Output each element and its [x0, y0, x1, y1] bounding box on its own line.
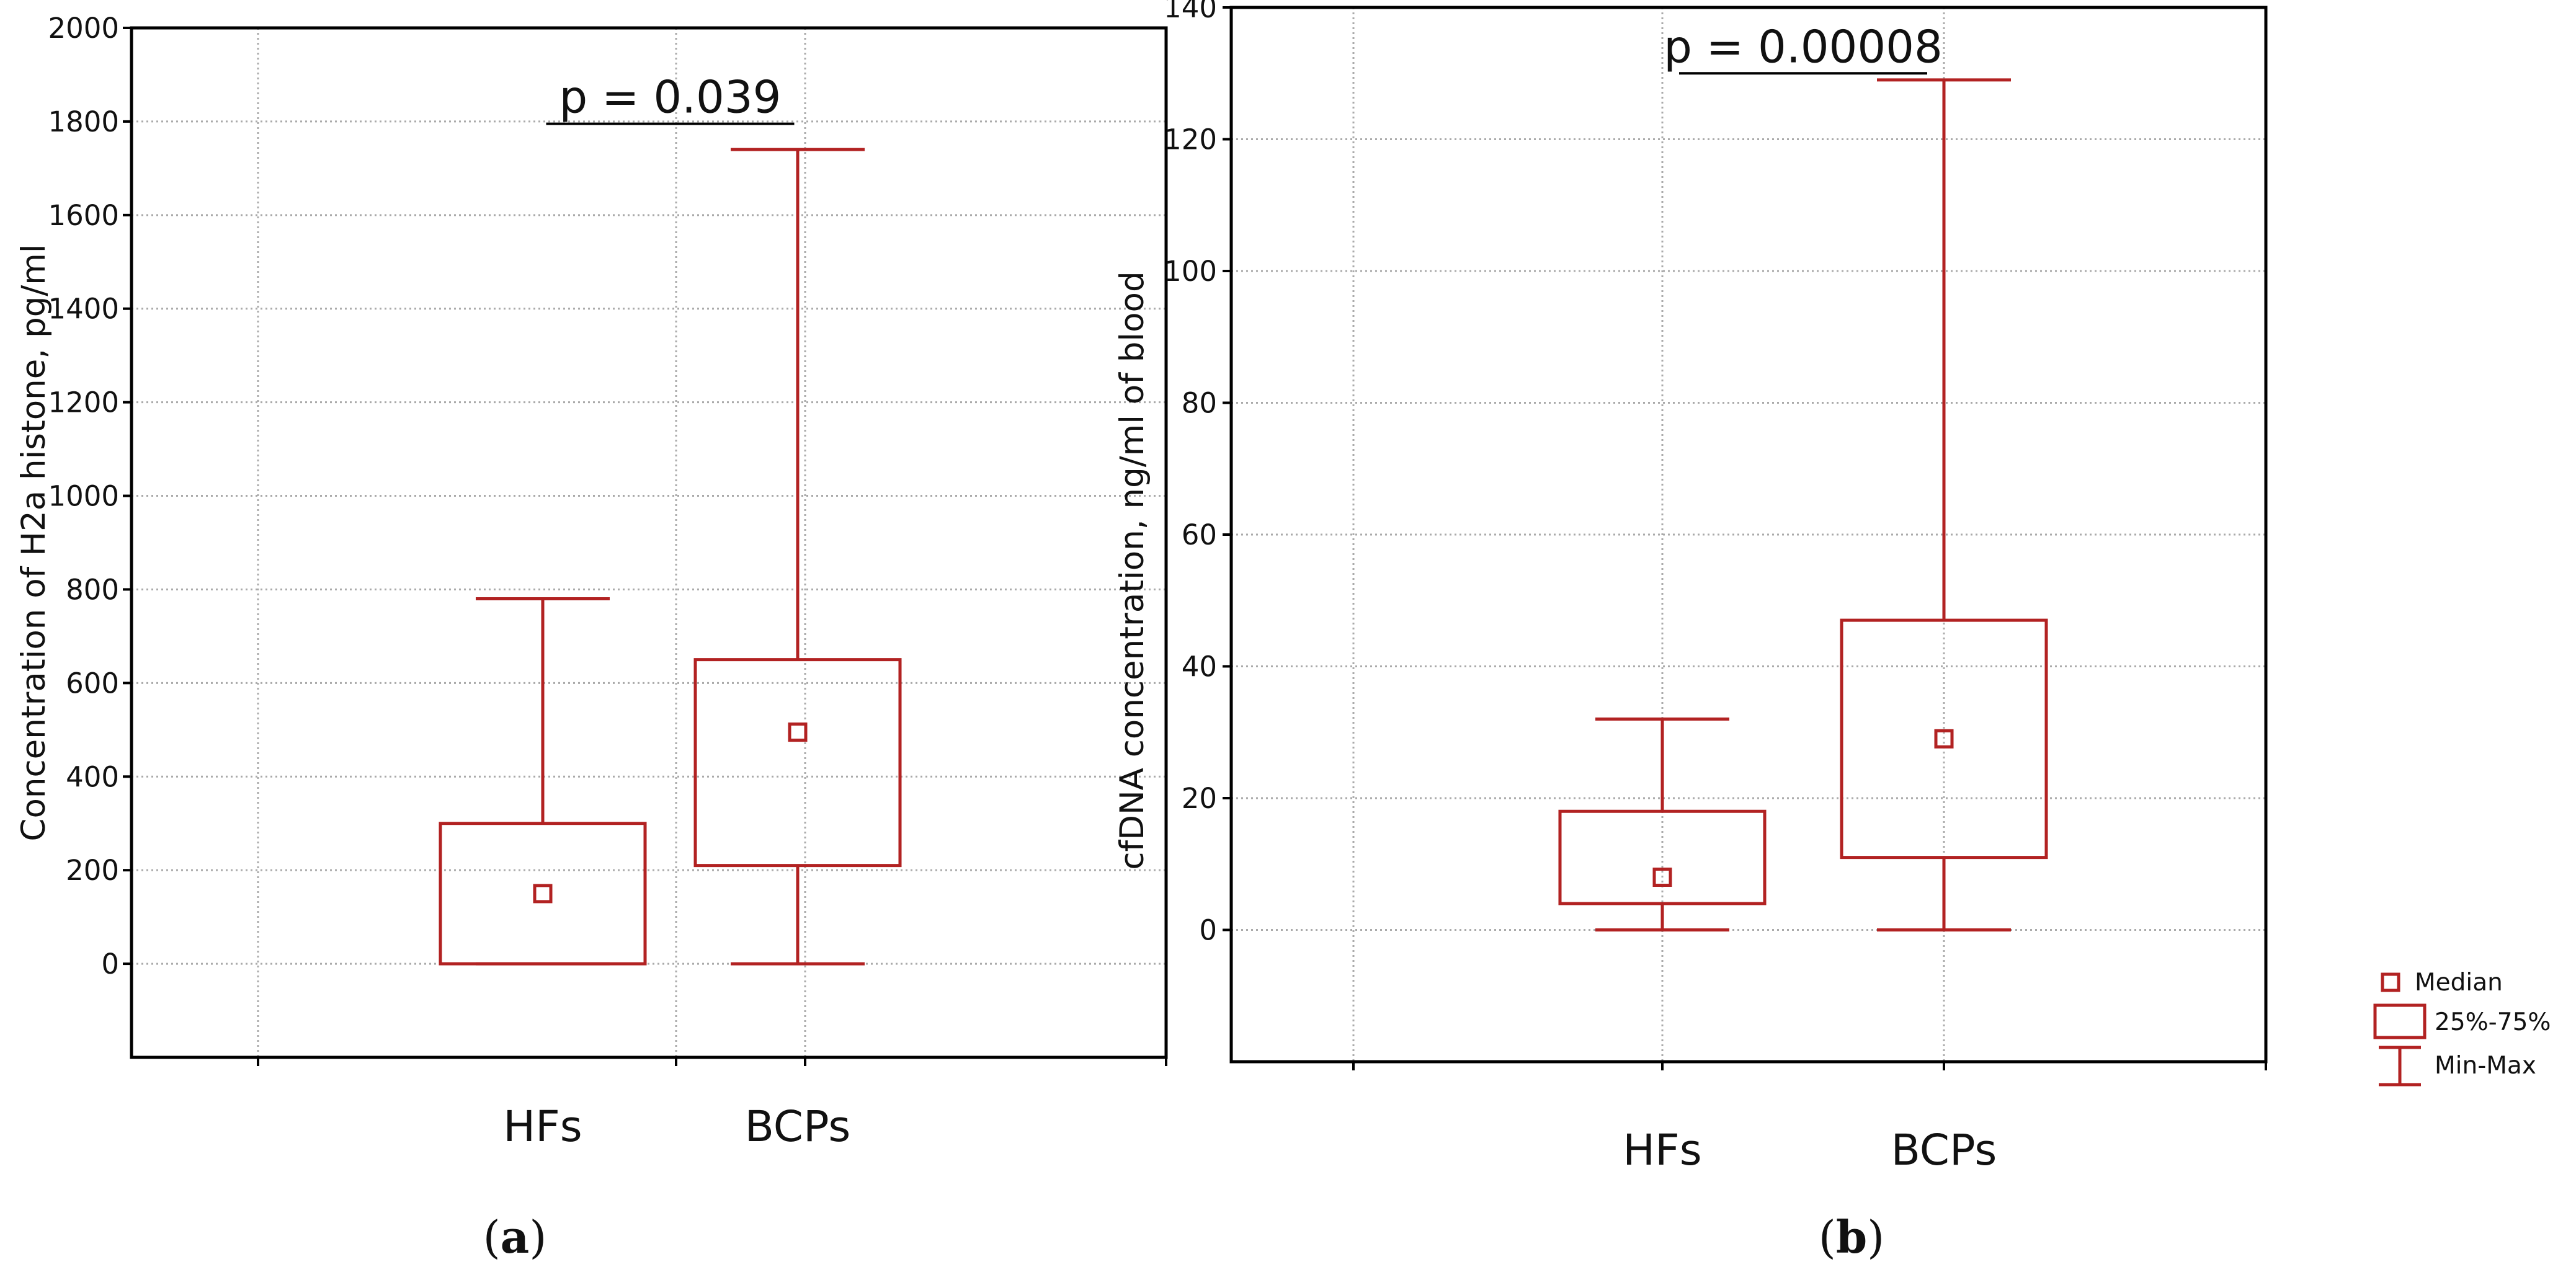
median-marker [533, 884, 553, 904]
chart-a-grid [131, 28, 1166, 1057]
y-tick-label: 120 [1164, 123, 1217, 156]
chart-b-panel-label: (b) [1819, 1211, 1885, 1263]
y-tick-label: 600 [66, 667, 119, 700]
box-bcps [693, 148, 902, 966]
panel-paren-close: ) [1867, 1211, 1884, 1263]
box-hfs [439, 597, 647, 966]
significance-label: p = 0.039 [559, 71, 782, 123]
y-tick-label: 400 [66, 760, 119, 793]
chart-b-x-axis: HFs BCPs [1352, 1062, 2267, 1175]
legend-iqr-marker [2373, 1003, 2427, 1039]
x-category-label: BCPs [1891, 1126, 1997, 1175]
panel-paren-open: ( [1819, 1211, 1836, 1263]
y-tick-label: 40 [1182, 651, 1217, 683]
y-tick-label: 60 [1182, 518, 1217, 551]
chart-a-y-axis-title: Concentration of H2a histone, pg/ml [15, 244, 53, 841]
y-tick-label: 2000 [48, 12, 119, 45]
legend-iqr-label: 25%-75% [2435, 1008, 2551, 1036]
iqr-box [693, 658, 902, 868]
panel-letter: a [501, 1211, 530, 1263]
significance-label: p = 0.00008 [1664, 20, 1943, 73]
chart-a-significance: p = 0.039 [546, 71, 795, 125]
y-tick-label: 80 [1182, 387, 1217, 420]
x-category-label: HFs [503, 1102, 582, 1152]
y-tick-label: 100 [1164, 255, 1217, 288]
chart-a-x-axis: HFs BCPs [257, 1057, 1167, 1152]
box-hfs [1558, 718, 1767, 931]
legend-median-label: Median [2415, 969, 2503, 997]
chart-b-y-axis-title: cfDNA concentration, ng/ml of blood [1113, 271, 1151, 869]
chart-a: 0 200 400 600 800 1000 1200 1400 1600 1800 2000 HF… [15, 12, 1168, 1263]
median-marker [1934, 729, 1954, 749]
median-marker [1652, 868, 1672, 887]
iqr-box [1840, 618, 2048, 860]
y-tick-label: 0 [101, 948, 119, 980]
legend-minmax-label: Min-Max [2435, 1052, 2536, 1080]
median-marker [788, 722, 808, 742]
y-tick-label: 1800 [48, 105, 119, 138]
y-tick-label: 200 [66, 854, 119, 887]
y-tick-label: 140 [1164, 0, 1217, 24]
chart-a-boxes [439, 148, 902, 966]
panel-letter: b [1836, 1211, 1867, 1263]
iqr-box [1558, 809, 1767, 905]
box-bcps [1840, 78, 2048, 931]
y-tick-label: 1000 [48, 480, 119, 513]
y-tick-label: 20 [1182, 782, 1217, 815]
y-tick-label: 1600 [48, 199, 119, 232]
panel-paren-open: ( [483, 1211, 501, 1263]
chart-b-significance: p = 0.00008 [1664, 20, 1943, 75]
x-category-label: HFs [1623, 1126, 1702, 1175]
panel-paren-close: ) [529, 1211, 546, 1263]
chart-a-y-axis: 0 200 400 600 800 1000 1200 1400 1600 1800 2000 [48, 12, 131, 980]
y-tick-label: 1400 [48, 293, 119, 326]
y-tick-label: 1200 [48, 386, 119, 419]
y-tick-label: 0 [1199, 914, 1217, 947]
y-tick-label: 800 [66, 573, 119, 606]
iqr-box [439, 822, 647, 966]
x-category-label: BCPs [745, 1102, 851, 1152]
chart-b-y-axis: 0 20 40 60 80 100 120 140 [1164, 0, 1231, 947]
chart-a-frame [130, 26, 1168, 1059]
chart-b-boxes [1558, 78, 2048, 931]
chart-b: 0 20 40 60 80 100 120 140 HFs BCPs p = 0.00008 c… [1113, 0, 2268, 1263]
legend-median-marker [2381, 972, 2400, 992]
chart-a-panel-label: (a) [483, 1211, 547, 1263]
legend: Median 25%-75% Min-Max [2373, 969, 2551, 1087]
